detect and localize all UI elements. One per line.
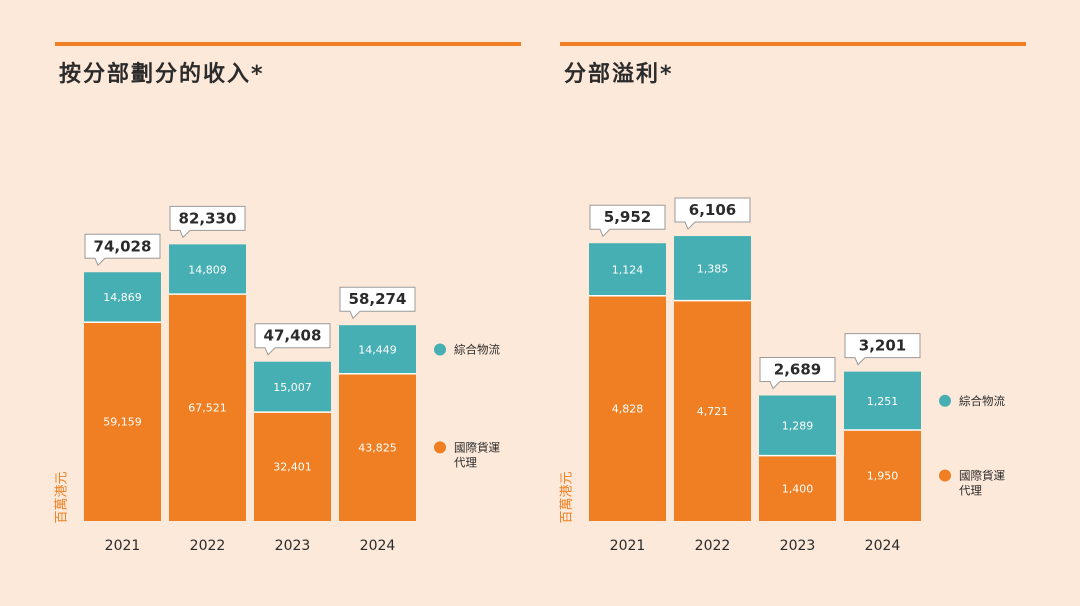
x-tick-label-2023: 2023	[275, 538, 311, 554]
data-label-freight-2023: 32,401	[273, 461, 312, 474]
total-label-2024: 58,274	[349, 290, 407, 308]
bar-segment-freight-2021	[84, 322, 161, 521]
x-tick-label-2023: 2023	[780, 538, 816, 554]
bar-segment-logistics-2021	[84, 272, 161, 323]
segment-profit-panel: 分部溢利* 百萬港元 4,828 1,124 5,952 2021 4,721 1,385…	[560, 0, 1030, 606]
legend-label-logistics: 綜合物流	[454, 342, 500, 356]
total-label-2023: 47,408	[264, 327, 322, 345]
x-tick-label-2022: 2022	[695, 538, 731, 554]
revenue-by-segment-panel: 按分部劃分的收入* 百萬港元 59,159 14,869 74,028 2021 67,…	[55, 0, 525, 606]
x-tick-label-2021: 2021	[105, 538, 141, 554]
total-label-2021: 74,028	[94, 237, 152, 255]
revenue-chart-title: 按分部劃分的收入*	[59, 62, 265, 87]
data-label-freight-2021: 59,159	[103, 416, 142, 429]
profit-title-rule	[560, 42, 1026, 46]
legend-swatch-logistics	[939, 394, 951, 407]
x-tick-label-2024: 2024	[360, 538, 396, 554]
legend-swatch-logistics	[434, 343, 446, 356]
total-callout-box-2021	[84, 233, 161, 267]
profit-chart: 4,828 1,124 5,952 2021 4,721 1,385 6,106 2022 1,…	[589, 197, 1005, 554]
revenue-title-rule	[55, 42, 521, 46]
total-label-2024: 3,201	[859, 337, 906, 355]
total-callout-box-2022	[674, 197, 751, 230]
data-label-logistics-2021: 14,869	[103, 291, 142, 304]
legend-label-freight-line2: 代理	[959, 484, 982, 498]
data-label-logistics-2023: 15,007	[273, 381, 312, 394]
bar-segment-logistics-2023	[254, 361, 331, 413]
total-callout-box-2024	[844, 333, 921, 366]
x-tick-label-2024: 2024	[865, 538, 901, 554]
data-label-logistics-2024: 1,251	[867, 395, 899, 408]
bar-segment-freight-2023	[254, 412, 331, 521]
data-label-freight-2022: 67,521	[188, 402, 227, 415]
legend-label-freight: 國際貨運	[959, 469, 1005, 483]
bar-segment-freight-2022	[674, 300, 751, 521]
revenue-chart: 59,159 14,869 74,028 2021 67,521 14,809 82,330…	[84, 205, 500, 554]
profit-chart-title: 分部溢利*	[564, 62, 674, 87]
x-tick-label-2021: 2021	[610, 538, 646, 554]
data-label-logistics-2024: 14,449	[358, 343, 397, 356]
data-label-logistics-2021: 1,124	[612, 263, 644, 276]
data-label-logistics-2023: 1,289	[782, 420, 814, 433]
total-label-2023: 2,689	[774, 361, 821, 379]
data-label-logistics-2022: 1,385	[697, 262, 729, 275]
x-tick-label-2022: 2022	[190, 538, 226, 554]
total-callout-box-2024	[339, 286, 416, 320]
total-callout-box-2023	[254, 323, 331, 356]
bar-segment-logistics-2023	[759, 395, 836, 456]
total-callout-box-2021	[589, 204, 666, 238]
bar-segment-logistics-2024	[339, 325, 416, 374]
legend-label-freight: 國際貨運	[454, 440, 500, 454]
legend-swatch-freight	[434, 441, 446, 454]
data-label-freight-2023: 1,400	[782, 482, 814, 495]
data-label-freight-2024: 43,825	[358, 441, 397, 454]
bar-segment-freight-2021	[589, 295, 666, 521]
bar-segment-freight-2022	[169, 294, 246, 521]
data-label-freight-2021: 4,828	[612, 402, 644, 415]
bar-segment-freight-2023	[759, 455, 836, 521]
bar-segment-logistics-2022	[674, 236, 751, 301]
bar-segment-logistics-2024	[844, 371, 921, 430]
total-label-2021: 5,952	[604, 208, 651, 226]
bar-segment-logistics-2022	[169, 244, 246, 295]
data-label-logistics-2022: 14,809	[188, 263, 227, 276]
data-label-freight-2022: 4,721	[697, 405, 729, 418]
bar-segment-freight-2024	[844, 430, 921, 521]
data-label-freight-2024: 1,950	[867, 470, 899, 483]
total-callout-box-2023	[759, 357, 836, 390]
legend-label-logistics: 綜合物流	[959, 394, 1005, 408]
legend-swatch-freight	[939, 469, 951, 482]
legend-label-freight-line2: 代理	[454, 455, 477, 469]
bar-segment-logistics-2021	[589, 243, 666, 296]
bar-segment-freight-2024	[339, 373, 416, 521]
total-label-2022: 6,106	[689, 201, 736, 219]
total-label-2022: 82,330	[179, 209, 237, 227]
total-callout-box-2022	[169, 205, 246, 239]
